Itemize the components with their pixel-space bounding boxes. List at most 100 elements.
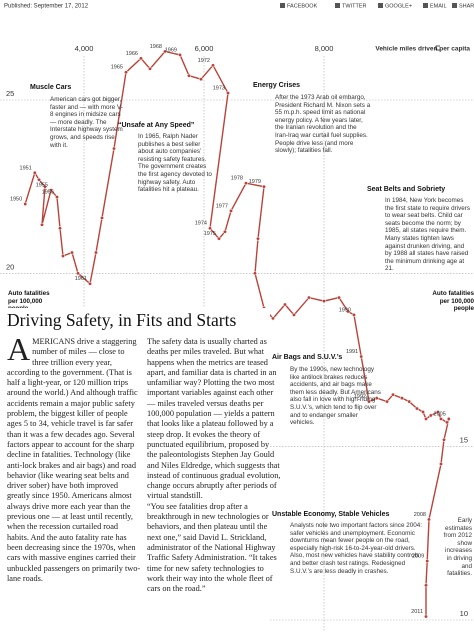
point (208, 226, 212, 231)
point (187, 73, 191, 78)
x-tick-label: 4,000 (75, 44, 94, 53)
share-icon (280, 3, 285, 8)
point (55, 195, 59, 200)
point (400, 396, 404, 401)
point (49, 188, 53, 193)
point (226, 91, 230, 96)
point (88, 281, 92, 286)
y-tick-label: 10 (460, 609, 468, 618)
annotation-text: After the 1973 Arab oil embargo, Preside… (275, 94, 371, 155)
point (217, 236, 221, 241)
point (148, 66, 152, 71)
point (223, 229, 227, 234)
point (100, 215, 104, 220)
x-axis-label: Vehicle miles driven per capita (375, 46, 470, 53)
share-icon (452, 3, 457, 8)
point-label: 1972 (198, 58, 210, 64)
point (346, 309, 350, 314)
paragraph: The safety data is usually charted as de… (147, 337, 281, 501)
point (262, 184, 266, 189)
point (374, 396, 379, 401)
point (199, 77, 203, 82)
point (425, 559, 430, 564)
point (391, 392, 395, 397)
point-label: 1950 (10, 196, 22, 202)
annotation-text: By the 1990s, new technology like antilo… (290, 366, 381, 427)
point (307, 295, 311, 300)
share-icon (378, 3, 383, 8)
point (424, 416, 428, 421)
point (40, 222, 44, 227)
axis-arrow (435, 45, 440, 51)
point (428, 413, 433, 418)
point (178, 52, 182, 57)
point (367, 399, 371, 404)
point (436, 410, 440, 414)
point-label: 1968 (150, 44, 162, 50)
point-label: 1969 (165, 47, 177, 53)
point (23, 202, 28, 206)
point (292, 312, 296, 317)
point-label: 1991 (346, 349, 358, 355)
point (439, 462, 443, 466)
point (271, 316, 275, 321)
annotation-title: Energy Crises (253, 82, 301, 89)
point (58, 226, 62, 231)
point-label: 1979 (249, 179, 261, 185)
point (385, 399, 389, 404)
annotation-title: “Unsafe at Any Speed” (118, 122, 195, 129)
article-column: The safety data is usually charted as de… (147, 337, 281, 594)
article: Driving Safety, in Fits and Starts AMERI… (0, 308, 280, 632)
share-button: SHARE (459, 3, 474, 9)
point-label: 1974 (195, 221, 207, 227)
point-label: 2008 (414, 512, 426, 518)
point (70, 250, 74, 255)
point (415, 406, 419, 411)
share-bar: FACEBOOK TWITTER GOOGLE+ EMAIL SHARE (280, 3, 474, 9)
article-title: Driving Safety, in Fits and Starts (7, 310, 237, 330)
point (446, 416, 451, 421)
y-axis-label: Auto fatalities per 100,000 people (432, 290, 474, 312)
point (61, 254, 65, 258)
paragraph: “You see fatalities drop after a breakth… (147, 501, 277, 594)
point (163, 49, 167, 54)
point-label: 1975 (204, 231, 216, 237)
point-label: 1978 (231, 176, 243, 182)
y-tick-label: 20 (6, 262, 14, 271)
point-label: 1966 (126, 51, 138, 57)
point (407, 399, 412, 404)
point-label: 1955 (36, 183, 48, 189)
share-button: TWITTER (342, 3, 366, 9)
annotation-text: In 1965, Ralph Nader publishes a best se… (138, 133, 212, 194)
point (359, 354, 364, 359)
point (124, 70, 128, 75)
point (322, 299, 326, 304)
point (352, 312, 356, 317)
point (253, 271, 257, 276)
point (112, 146, 116, 151)
point-label: 1992 (354, 394, 366, 400)
point (442, 437, 446, 442)
article-column: AMERICANS drive a staggering number of m… (7, 331, 141, 584)
point-label: 1973 (213, 86, 225, 92)
annotation-text: American cars got bigger, faster and — w… (50, 96, 123, 149)
annotation-title: Muscle Cars (30, 84, 72, 91)
point (424, 614, 428, 619)
point-label: 2005 (434, 411, 446, 417)
point (427, 517, 431, 522)
point (139, 56, 143, 61)
point (37, 177, 41, 182)
point-label: 1951 (20, 165, 32, 171)
x-tick-label: 8,000 (315, 44, 334, 53)
point (421, 410, 425, 414)
annotation-title: Air Bags and S.U.V.’s (272, 354, 343, 361)
point (445, 420, 449, 425)
paragraph: AMERICANS drive a staggering number of m… (7, 331, 141, 583)
point-label: 2011 (411, 609, 423, 615)
point (94, 250, 98, 255)
annotation-title: Unstable Economy, Stable Vehicles (272, 511, 390, 518)
share-icon (335, 3, 340, 8)
point (283, 302, 287, 307)
point-label: 1965 (111, 65, 123, 71)
